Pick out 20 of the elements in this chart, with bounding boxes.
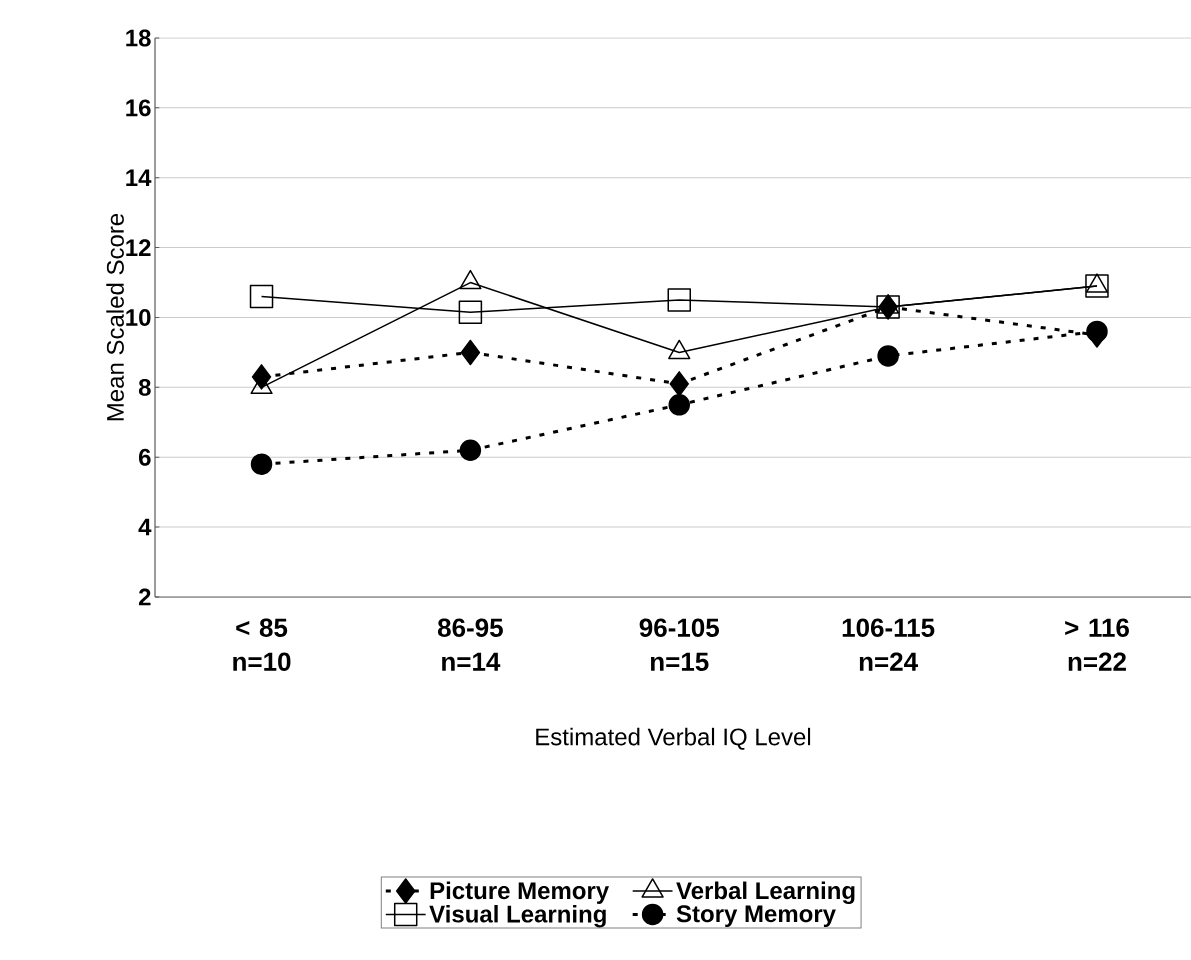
x-axis-title: Estimated Verbal IQ Level [536,727,811,750]
x-tick-label: > 116 n=22 [1065,618,1129,671]
legend-label: Verbal Learning [676,881,855,905]
y-tick-label: 8 [138,378,151,396]
y-tick-label: 12 [126,239,151,256]
legend-label: Picture Memory [430,881,610,904]
y-axis-title: Mean Scaled Score [106,213,124,421]
legend-label: Story Memory [676,905,836,928]
legend-label: Visual Learning [429,904,606,928]
y-tick-label: 2 [138,588,151,606]
y-tick-label: 14 [126,169,152,186]
y-tick-label: 6 [139,448,151,466]
x-tick-label: 106-115 n=24 [842,618,935,671]
y-tick-label: 16 [126,99,151,117]
x-tick-label: 96-105 n=15 [639,618,719,671]
x-tick-label: 86-95 n=14 [437,618,503,671]
y-tick-label: 4 [138,518,152,536]
y-tick-label: 18 [126,29,151,47]
y-tick-label: 10 [126,309,151,326]
x-tick-label: < 85 n=10 [233,618,291,671]
